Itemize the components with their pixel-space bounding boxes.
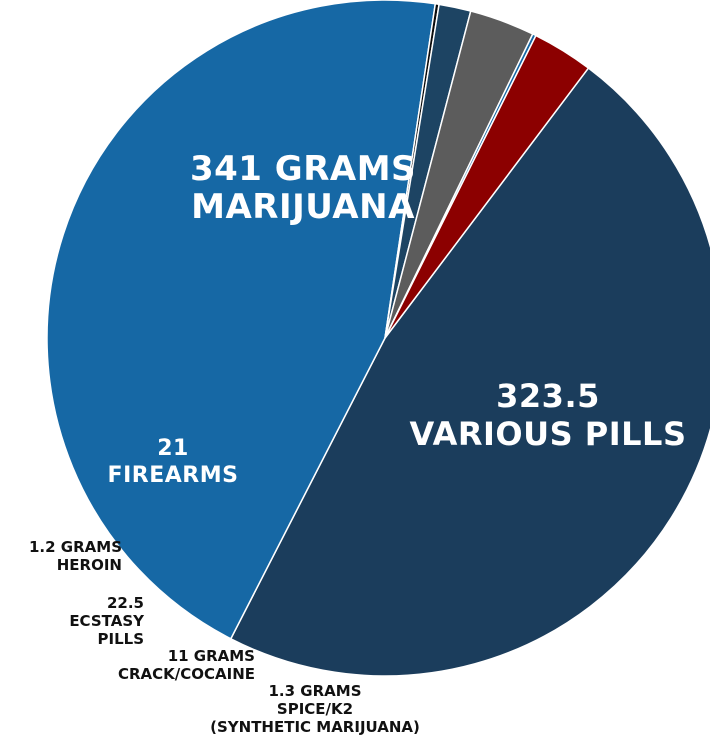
slice-label-line: 22.5 xyxy=(107,594,144,612)
slice-label-synthetic-marijuana: 1.3 GRAMS SPICE/K2 (SYNTHETIC MARIJUANA) xyxy=(210,682,420,736)
slice-label-line: PILLS xyxy=(98,630,145,648)
slice-label-marijuana: 341 GRAMS MARIJUANA xyxy=(190,149,416,227)
slice-label-line: SPICE/K2 xyxy=(277,700,353,718)
slice-label-heroin: 1.2 GRAMS HEROIN xyxy=(29,538,122,574)
slice-label-various-pills: 323.5 VARIOUS PILLS xyxy=(410,377,687,453)
slice-label-line: 21 xyxy=(157,436,189,461)
slice-label-line: 323.5 xyxy=(496,377,600,415)
slice-label-line: MARIJUANA xyxy=(191,187,415,227)
slice-label-line: ECSTASY xyxy=(69,612,145,630)
slice-label-line: HEROIN xyxy=(57,556,122,574)
pie-slice-firearms xyxy=(384,34,590,339)
pie-slices xyxy=(46,0,710,677)
slice-label-line: VARIOUS PILLS xyxy=(410,415,687,453)
pie-labels: 341 GRAMS MARIJUANA 323.5 VARIOUS PILLS 1.3 … xyxy=(29,149,686,736)
slice-label-crack-cocaine: 11 GRAMS CRACK/COCAINE xyxy=(118,647,255,683)
slice-label-line: 341 GRAMS xyxy=(190,149,416,189)
slice-label-line: CRACK/COCAINE xyxy=(118,665,255,683)
slice-label-line: 11 GRAMS xyxy=(168,647,255,665)
pie-slice-various-pills xyxy=(46,0,437,640)
pie-slice-marijuana xyxy=(229,67,710,677)
slice-label-line: (SYNTHETIC MARIJUANA) xyxy=(210,718,420,736)
slice-label-firearms: 21 FIREARMS xyxy=(108,436,239,488)
slice-label-line: 1.2 GRAMS xyxy=(29,538,122,556)
slice-label-line: 1.3 GRAMS xyxy=(269,682,362,700)
slice-label-pills: 22.5 ECSTASY PILLS xyxy=(69,594,145,648)
slice-label-line: FIREARMS xyxy=(108,463,239,488)
